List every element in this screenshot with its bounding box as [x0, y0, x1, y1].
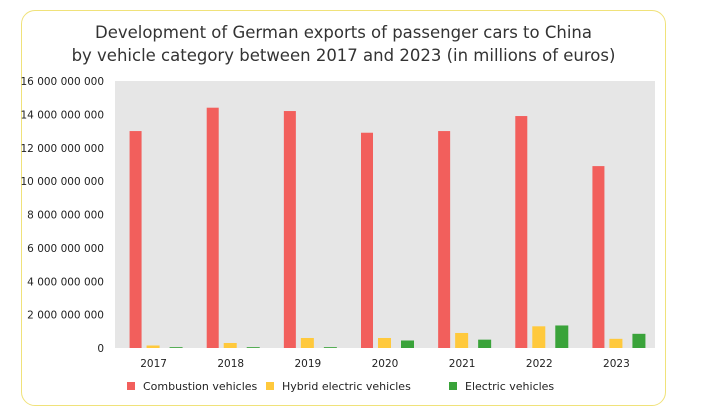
y-tick-label: 14 000 000 000 — [21, 109, 105, 121]
bar-electric-vehicles-2020 — [401, 340, 414, 348]
bar-hybrid-electric-vehicles-2023 — [609, 338, 623, 348]
x-axis: 2017 2018 2019 2020 2021 2022 2023 — [140, 358, 630, 370]
bar-combustion-vehicles-2018 — [206, 107, 219, 348]
bar-electric-vehicles-2019 — [323, 347, 337, 348]
legend-label: Combustion vehicles — [143, 380, 258, 393]
legend-swatch — [127, 382, 135, 390]
y-tick-label: 12 000 000 000 — [21, 143, 105, 155]
bar-hybrid-electric-vehicles-2020 — [378, 337, 391, 348]
chart-title-line-1: Development of German exports of passeng… — [94, 23, 592, 42]
legend-swatch — [449, 382, 457, 390]
legend-label: Hybrid electric vehicles — [282, 380, 411, 393]
x-tick-label: 2021 — [449, 358, 476, 370]
bar-hybrid-electric-vehicles-2022 — [532, 326, 546, 348]
chart-title-line-2: by vehicle category between 2017 and 202… — [71, 46, 616, 65]
x-tick-label: 2018 — [217, 358, 244, 370]
bar-hybrid-electric-vehicles-2018 — [223, 342, 237, 348]
y-tick-label: 2 000 000 000 — [27, 310, 104, 322]
bar-combustion-vehicles-2019 — [283, 111, 296, 348]
y-tick-label: 0 — [97, 343, 104, 355]
bar-combustion-vehicles-2020 — [361, 132, 373, 348]
bar-combustion-vehicles-2017 — [129, 131, 142, 348]
bar-electric-vehicles-2022 — [555, 325, 569, 348]
bar-electric-vehicles-2021 — [478, 339, 492, 348]
y-tick-label: 10 000 000 000 — [21, 176, 105, 188]
legend-label: Electric vehicles — [465, 380, 554, 393]
x-tick-label: 2023 — [603, 358, 630, 370]
plot-area — [115, 81, 655, 348]
bars — [129, 107, 646, 348]
bar-electric-vehicles-2018 — [246, 347, 260, 348]
y-tick-label: 16 000 000 000 — [21, 76, 105, 88]
y-axis: 0 2 000 000 000 4 000 000 000 6 000 000 000… — [21, 76, 105, 355]
bar-electric-vehicles-2017 — [169, 347, 183, 348]
bar-electric-vehicles-2023 — [632, 333, 646, 348]
y-tick-label: 4 000 000 000 — [27, 276, 104, 288]
bar-combustion-vehicles-2021 — [438, 131, 451, 348]
bar-hybrid-electric-vehicles-2017 — [146, 345, 160, 348]
legend: Combustion vehicles Hybrid electric vehic… — [127, 380, 554, 393]
x-tick-label: 2019 — [294, 358, 321, 370]
x-tick-label: 2017 — [140, 358, 167, 370]
y-tick-label: 6 000 000 000 — [27, 243, 104, 255]
legend-swatch — [266, 382, 274, 390]
bar-hybrid-electric-vehicles-2021 — [455, 332, 469, 348]
bar-combustion-vehicles-2022 — [515, 116, 528, 348]
bar-hybrid-electric-vehicles-2019 — [300, 337, 314, 348]
y-tick-label: 8 000 000 000 — [27, 210, 104, 222]
bar-combustion-vehicles-2023 — [592, 166, 605, 348]
x-tick-label: 2022 — [526, 358, 553, 370]
x-tick-label: 2020 — [372, 358, 399, 370]
